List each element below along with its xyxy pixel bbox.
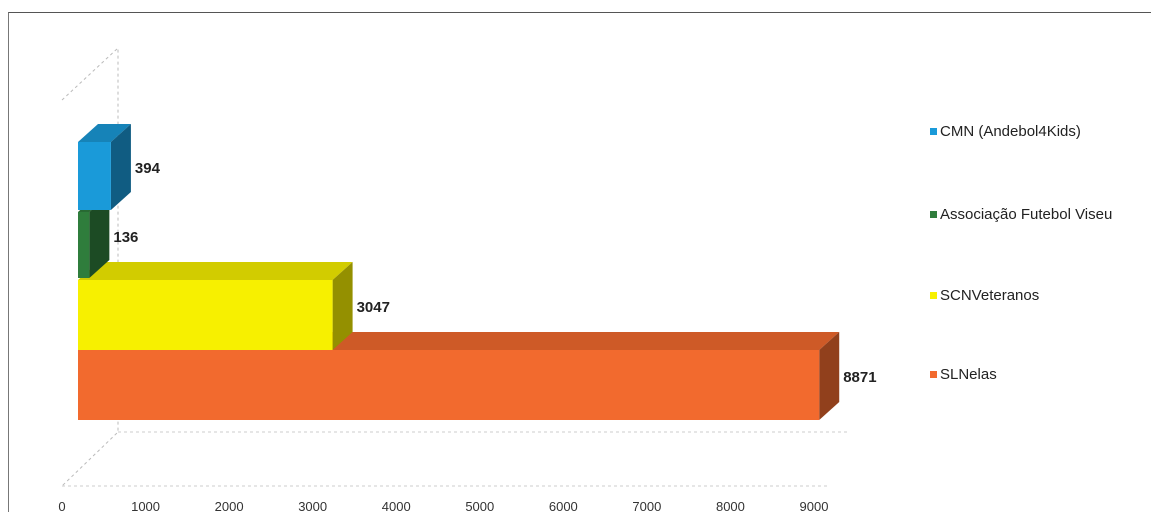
legend-item-1: Associação Futebol Viseu — [930, 206, 1112, 223]
bars — [78, 124, 840, 420]
legend-label: SLNelas — [940, 366, 997, 383]
bar-front-face — [78, 350, 820, 420]
legend-swatch — [930, 211, 937, 218]
floor-outline — [62, 431, 850, 487]
chart-frame — [8, 12, 1151, 512]
legend-swatch — [930, 292, 937, 299]
bar-side-face — [332, 262, 353, 350]
x-tick-label-7: 7000 — [632, 499, 661, 514]
legend-label: SCNVeteranos — [940, 287, 1040, 304]
x-tick-label-9: 9000 — [800, 499, 829, 514]
data-label-1: 136 — [113, 229, 138, 246]
data-label-3: 8871 — [843, 369, 876, 386]
data-label-0: 394 — [135, 160, 161, 177]
bar-top-face — [78, 262, 353, 280]
legend-label: Associação Futebol Viseu — [940, 206, 1113, 223]
data-label-2: 3047 — [357, 299, 390, 316]
legend-item-2: SCNVeteranos — [930, 287, 1039, 304]
legend-swatch — [930, 371, 937, 378]
x-tick-label-0: 0 — [58, 499, 65, 514]
bar-front-face — [78, 212, 90, 278]
legend-item-3: SLNelas — [930, 366, 997, 383]
x-tick-label-5: 5000 — [465, 499, 494, 514]
x-tick-label-8: 8000 — [716, 499, 745, 514]
x-tick-label-1: 1000 — [131, 499, 160, 514]
bar-front-face — [78, 280, 333, 350]
x-tick-label-2: 2000 — [215, 499, 244, 514]
bar-0 — [78, 124, 131, 210]
back-wall-outline — [61, 46, 119, 487]
bar-top-face — [78, 124, 131, 142]
legend-swatch — [930, 128, 937, 135]
bar-side-face — [110, 124, 131, 210]
bar-side-face — [89, 194, 110, 278]
bar-2 — [78, 262, 353, 350]
legend-label: CMN (Andebol4Kids) — [940, 123, 1081, 140]
bar-side-face — [819, 332, 840, 420]
x-axis-ticks: 0 1000 2000 3000 4000 5000 6000 7000 8000 9000 — [58, 499, 828, 514]
x-tick-label-4: 4000 — [382, 499, 411, 514]
bar-front-face — [78, 142, 111, 210]
chart-floor — [61, 46, 850, 487]
x-tick-label-6: 6000 — [549, 499, 578, 514]
x-tick-label-3: 3000 — [298, 499, 327, 514]
data-labels: 8871 3047 136 394 — [113, 160, 876, 386]
legend-item-0: CMN (Andebol4Kids) — [930, 123, 1081, 140]
